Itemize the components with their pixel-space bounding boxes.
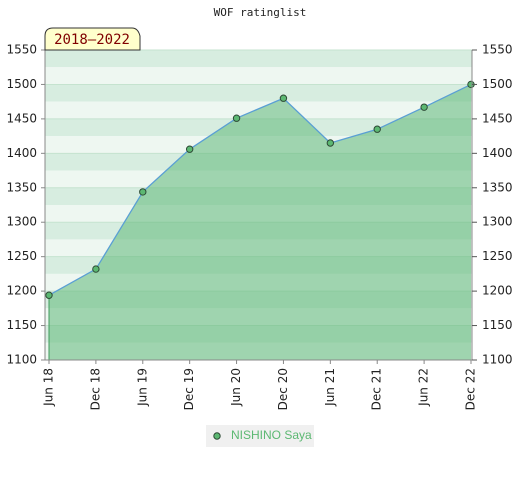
legend-label: NISHINO Saya xyxy=(231,428,312,442)
point xyxy=(373,125,381,133)
y2-tick-label: 1450 xyxy=(482,111,513,125)
point xyxy=(139,188,147,196)
chart-title: WOF ratinglist xyxy=(214,6,307,19)
point xyxy=(232,114,241,122)
x-tick-label: Jun 18 xyxy=(42,368,56,407)
x-tick-label: Dec 20 xyxy=(276,368,290,410)
x-tick-label: Dec 22 xyxy=(464,368,478,410)
y2-tick-label: 1200 xyxy=(482,284,513,298)
x-tick-label: Dec 18 xyxy=(88,368,102,410)
plot-band xyxy=(45,84,472,102)
y-tick-label: 1350 xyxy=(6,180,37,194)
x-tick-label: Dec 21 xyxy=(370,368,384,410)
y2-tick-label: 1400 xyxy=(482,146,513,160)
point xyxy=(420,103,428,111)
point xyxy=(185,145,194,153)
legend-box xyxy=(206,425,314,447)
x-tick-label: Jun 20 xyxy=(229,368,243,407)
plot-band xyxy=(45,50,472,68)
y-tick-label: 1100 xyxy=(6,353,37,367)
x-tick-label: Jun 22 xyxy=(417,368,431,407)
y-tick-label: 1400 xyxy=(6,146,37,160)
point xyxy=(279,94,288,102)
y2-tick-label: 1250 xyxy=(482,249,513,263)
point xyxy=(45,291,53,299)
x-tick-label: Jun 19 xyxy=(135,368,149,407)
y2-tick-label: 1150 xyxy=(482,318,513,332)
y-tick-label: 1500 xyxy=(6,77,37,91)
y-tick-label: 1550 xyxy=(6,43,37,57)
y2-tick-label: 1500 xyxy=(482,77,513,91)
y-tick-label: 1250 xyxy=(6,249,37,263)
annotation: 2018–2022 xyxy=(54,32,130,48)
x-tick-label: Dec 19 xyxy=(182,368,196,410)
y2-tick-label: 1300 xyxy=(482,215,513,229)
legend-marker xyxy=(213,432,221,440)
line xyxy=(48,83,472,296)
y2-tick-label: 1550 xyxy=(482,43,513,57)
point xyxy=(92,265,100,273)
y-tick-label: 1200 xyxy=(6,284,37,298)
x-tick-label: Jun 21 xyxy=(323,368,337,407)
plot-band xyxy=(45,67,472,85)
y-tick-label: 1150 xyxy=(6,318,37,332)
area xyxy=(49,84,471,360)
y2-tick-label: 1350 xyxy=(482,180,513,194)
y-tick-label: 1300 xyxy=(6,215,37,229)
point xyxy=(326,139,335,147)
annotation-box xyxy=(44,27,141,51)
y-tick-label: 1450 xyxy=(6,111,37,125)
y2-tick-label: 1100 xyxy=(482,353,513,367)
